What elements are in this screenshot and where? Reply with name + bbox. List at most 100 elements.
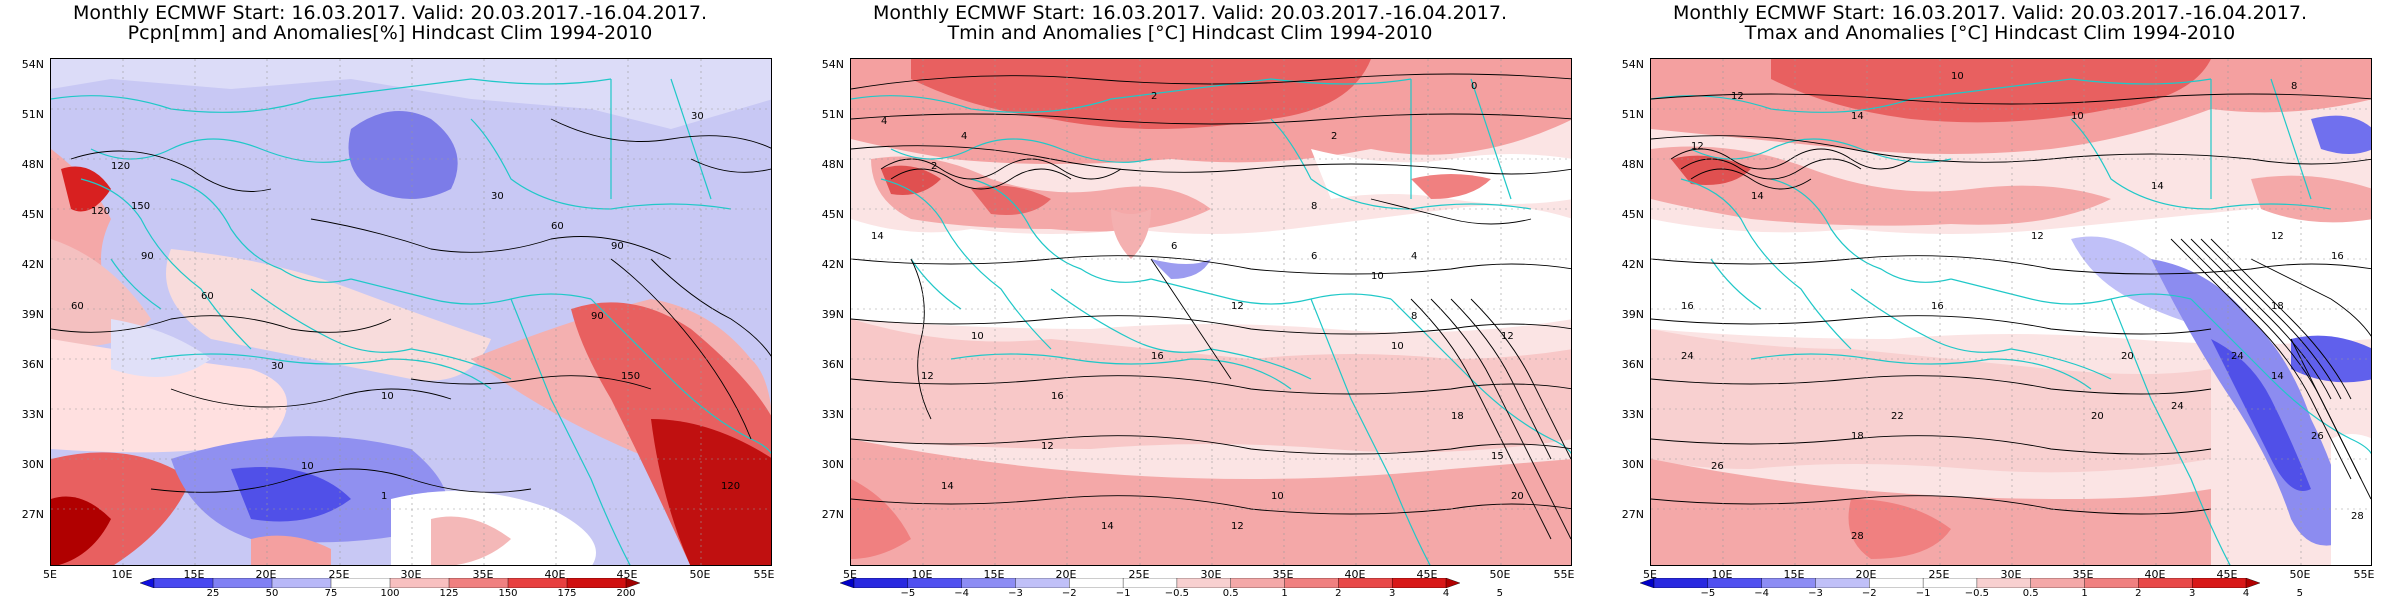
lat-label: 54N bbox=[21, 58, 44, 71]
contour-label: 10 bbox=[2071, 111, 2084, 122]
colorbar-label: 50 bbox=[265, 588, 279, 599]
contour-label: 18 bbox=[1851, 431, 1864, 442]
colorbar-label: 0.5 bbox=[1222, 588, 1239, 599]
lat-label: 33N bbox=[1621, 408, 1644, 421]
colorbar-label: 200 bbox=[616, 588, 636, 599]
contour-label: 90 bbox=[591, 311, 604, 322]
colorbar-label: 4 bbox=[2242, 588, 2250, 599]
lon-label: 40E bbox=[2144, 568, 2166, 581]
lat-label: 30N bbox=[1621, 458, 1644, 471]
colorbar-swatch bbox=[2245, 578, 2260, 588]
panel-title-line2: Tmax and Anomalies [°C] Hindcast Clim 19… bbox=[1744, 22, 2236, 44]
lon-label: 5E bbox=[1643, 568, 1657, 581]
lon-label: 15E bbox=[983, 568, 1005, 581]
lat-label: 45N bbox=[21, 208, 44, 221]
contour-label: 12 bbox=[921, 371, 934, 382]
lat-label: 30N bbox=[21, 458, 44, 471]
contour-label: 8 bbox=[1411, 311, 1417, 322]
lon-label: 30E bbox=[2000, 568, 2022, 581]
lon-label: 15E bbox=[1783, 568, 1805, 581]
colorbar-swatch bbox=[140, 578, 155, 588]
contour-label: 10 bbox=[381, 391, 394, 402]
contour-label: 8 bbox=[1311, 201, 1317, 212]
contour-labels: 4 2 0 4 2 8 10 12 14 16 14 12 10 8 6 4 1… bbox=[871, 81, 1524, 532]
lat-label: 51N bbox=[21, 108, 44, 121]
lon-label: 20E bbox=[1055, 568, 1077, 581]
colorbar-swatch bbox=[389, 578, 450, 588]
tmax-map-svg: 12 10 8 14 12 10 14 16 12 14 18 22 16 24… bbox=[1651, 59, 2371, 565]
colorbar-label: 2 bbox=[1335, 588, 1342, 599]
contour-label: 10 bbox=[1391, 341, 1404, 352]
contour-label: 120 bbox=[91, 206, 110, 217]
colorbar-label: −3 bbox=[1808, 588, 1823, 599]
contour-label: 28 bbox=[2351, 511, 2364, 522]
contour-label: 26 bbox=[2311, 431, 2324, 442]
contour-label: 12 bbox=[1231, 301, 1244, 312]
contour-label: 24 bbox=[1681, 351, 1694, 362]
colorbar-swatch bbox=[1338, 578, 1393, 588]
lon-label: 50E bbox=[1489, 568, 1511, 581]
lon-label: 40E bbox=[544, 568, 566, 581]
panel-title-line1: Monthly ECMWF Start: 16.03.2017. Valid: … bbox=[873, 2, 1507, 24]
lon-label: 45E bbox=[2216, 568, 2238, 581]
contour-label: 22 bbox=[1891, 411, 1904, 422]
colorbar-swatch bbox=[1069, 578, 1124, 588]
colorbar-label: 1 bbox=[1281, 588, 1288, 599]
contour-label: 18 bbox=[2271, 301, 2284, 312]
lat-label: 36N bbox=[21, 358, 44, 371]
contour-label: 10 bbox=[1271, 491, 1284, 502]
lat-label: 51N bbox=[821, 108, 844, 121]
contour-label: 16 bbox=[2331, 251, 2344, 262]
colorbar-swatch bbox=[1176, 578, 1232, 588]
precip-map-svg: 30 60 90 120 150 10 1 90 60 30 90 120 15… bbox=[51, 59, 771, 565]
lat-label: 27N bbox=[1621, 508, 1644, 521]
colorbar-swatch bbox=[853, 578, 909, 588]
colorbar-svg bbox=[140, 578, 640, 588]
lon-label: 5E bbox=[43, 568, 57, 581]
colorbar-label: −5 bbox=[900, 588, 916, 599]
colorbar-label: 5 bbox=[1496, 588, 1503, 599]
contour-label: 16 bbox=[1931, 301, 1944, 312]
lon-label: 15E bbox=[183, 568, 205, 581]
colorbar-swatch bbox=[1391, 578, 1447, 588]
tmin-colorbar bbox=[840, 578, 1460, 592]
contour-label: 60 bbox=[201, 291, 214, 302]
lon-label: 25E bbox=[1928, 568, 1950, 581]
lon-label: 50E bbox=[2289, 568, 2311, 581]
contour-label: 16 bbox=[1051, 391, 1064, 402]
contour-label: 150 bbox=[131, 201, 150, 212]
contour-label: 60 bbox=[71, 301, 84, 312]
contour-label: 20 bbox=[1511, 491, 1524, 502]
contour-label: 16 bbox=[1151, 351, 1164, 362]
lon-label: 10E bbox=[111, 568, 133, 581]
lon-label: 40E bbox=[1344, 568, 1366, 581]
lon-label: 50E bbox=[689, 568, 711, 581]
lon-label: 20E bbox=[1855, 568, 1877, 581]
contour-label: 6 bbox=[1311, 251, 1317, 262]
colorbar-label: 3 bbox=[2188, 588, 2196, 599]
contour-label: 6 bbox=[1171, 241, 1177, 252]
lat-label: 39N bbox=[821, 308, 844, 321]
colorbar-label: 100 bbox=[380, 588, 400, 599]
colorbar-label: −0.5 bbox=[1964, 588, 1990, 599]
lat-label: 48N bbox=[21, 158, 44, 171]
colorbar-swatch bbox=[566, 578, 627, 588]
lat-label: 42N bbox=[21, 258, 44, 271]
tmin-map-svg: 4 2 0 4 2 8 10 12 14 16 14 12 10 8 6 4 1… bbox=[851, 59, 1571, 565]
lat-label: 33N bbox=[21, 408, 44, 421]
contour-label: 20 bbox=[2091, 411, 2104, 422]
tmin-panel: Monthly ECMWF Start: 16.03.2017. Valid: … bbox=[800, 0, 1580, 600]
lat-label: 42N bbox=[1621, 258, 1644, 271]
contour-label: 14 bbox=[1101, 521, 1114, 532]
colorbar-swatch bbox=[1653, 578, 1709, 588]
contour-label: 14 bbox=[1851, 111, 1864, 122]
contour-label: 2 bbox=[931, 161, 937, 172]
contour-label: 14 bbox=[871, 231, 884, 242]
contour-label: 4 bbox=[1411, 251, 1417, 262]
colorbar-label: −1 bbox=[1915, 588, 1931, 599]
colorbar-label: 25 bbox=[206, 588, 220, 599]
contour-label: 24 bbox=[2231, 351, 2244, 362]
lat-label: 30N bbox=[821, 458, 844, 471]
contour-label: 8 bbox=[2291, 81, 2297, 92]
contour-label: 26 bbox=[1711, 461, 1724, 472]
